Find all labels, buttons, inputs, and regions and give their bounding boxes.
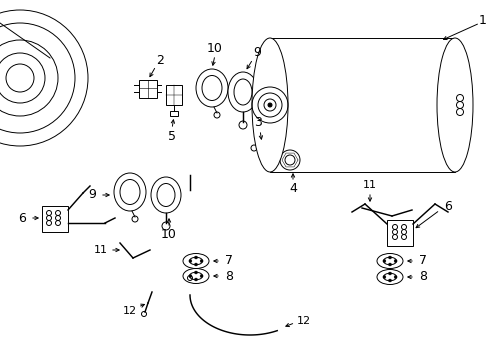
Circle shape (267, 103, 271, 107)
Ellipse shape (196, 69, 227, 107)
Circle shape (188, 260, 191, 262)
Circle shape (200, 260, 203, 262)
Circle shape (382, 260, 385, 262)
Text: 11: 11 (362, 180, 376, 190)
Bar (264, 143, 275, 153)
Circle shape (194, 278, 197, 281)
Text: 9: 9 (253, 45, 261, 58)
Text: 7: 7 (418, 255, 426, 267)
Circle shape (188, 274, 191, 278)
Text: 9: 9 (88, 189, 96, 202)
Text: 5: 5 (168, 130, 176, 144)
Bar (170, 111, 178, 116)
Text: 1: 1 (478, 13, 486, 27)
Ellipse shape (383, 273, 396, 281)
Text: 12: 12 (122, 306, 137, 316)
Ellipse shape (436, 38, 472, 172)
Circle shape (387, 272, 391, 275)
Ellipse shape (120, 180, 140, 204)
Circle shape (194, 271, 197, 274)
Ellipse shape (376, 270, 402, 284)
Text: 10: 10 (161, 229, 177, 242)
Ellipse shape (234, 79, 251, 105)
Circle shape (387, 256, 391, 259)
Circle shape (194, 263, 197, 266)
Text: 8: 8 (224, 270, 232, 283)
Ellipse shape (151, 177, 181, 213)
Circle shape (382, 275, 385, 279)
Circle shape (393, 275, 396, 279)
Text: 6: 6 (18, 211, 26, 225)
Ellipse shape (157, 184, 175, 207)
Circle shape (200, 274, 203, 278)
Ellipse shape (383, 257, 396, 265)
Ellipse shape (183, 269, 208, 284)
Text: 6: 6 (443, 199, 451, 212)
Ellipse shape (114, 173, 146, 211)
Bar (165, 85, 182, 105)
Ellipse shape (202, 76, 222, 100)
Text: 3: 3 (254, 117, 262, 130)
Circle shape (387, 263, 391, 266)
Ellipse shape (189, 257, 202, 265)
Bar (139, 80, 157, 98)
Ellipse shape (376, 253, 402, 269)
Text: 4: 4 (288, 183, 296, 195)
Ellipse shape (251, 38, 287, 172)
Circle shape (387, 279, 391, 282)
Text: 10: 10 (206, 41, 223, 54)
Circle shape (393, 260, 396, 262)
Ellipse shape (189, 272, 202, 280)
Text: 8: 8 (418, 270, 426, 284)
Ellipse shape (183, 253, 208, 269)
Bar (269, 38, 454, 172)
Bar (386, 220, 412, 246)
Ellipse shape (227, 72, 258, 112)
Bar (42, 206, 68, 232)
Text: 11: 11 (94, 245, 108, 255)
Text: 2: 2 (156, 54, 163, 67)
Text: 12: 12 (297, 316, 311, 326)
Text: 7: 7 (224, 255, 232, 267)
Circle shape (194, 256, 197, 259)
